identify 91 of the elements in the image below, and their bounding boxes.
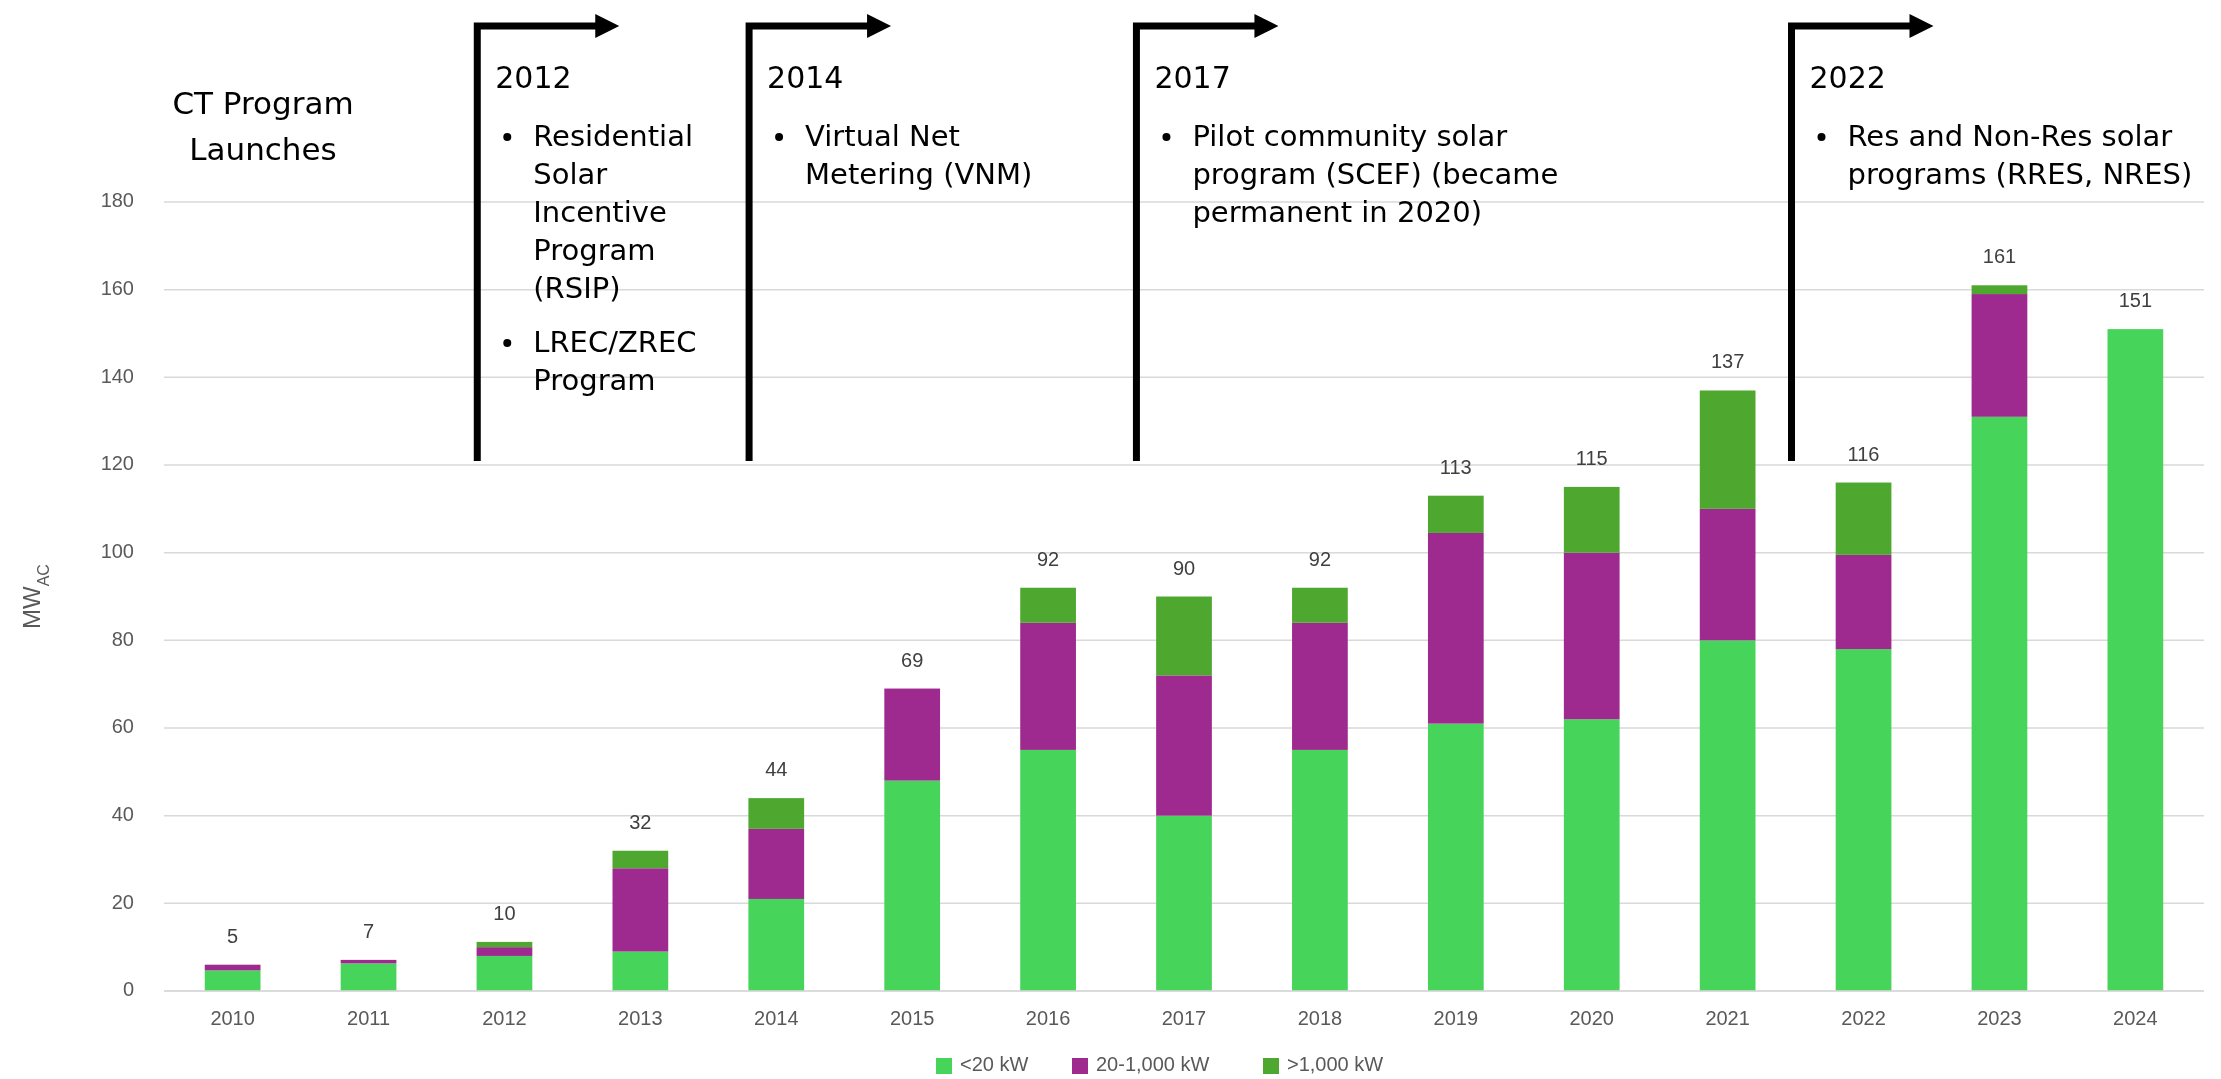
text: 2022: [1809, 60, 1886, 95]
bar: [1699, 390, 1756, 509]
bar: [1563, 552, 1620, 720]
x-tick-label: 2012: [482, 1007, 527, 1029]
bar: [1835, 649, 1892, 991]
bar: [1971, 285, 2028, 295]
y-tick-label: 40: [111, 802, 134, 825]
text: Res and Non-Res solar programs (RRES, NRES): [1847, 119, 2193, 191]
bar: [884, 688, 941, 781]
bar: [1156, 815, 1212, 991]
x-tick-label: 2019: [1433, 1007, 1479, 1029]
legend-label: >1,000 kW: [1287, 1053, 1384, 1076]
total-label: 7: [362, 919, 375, 942]
bar: [340, 963, 397, 991]
x-tick-label: 2014: [754, 1007, 799, 1029]
total-label: 116: [1847, 442, 1880, 465]
bar: [2107, 329, 2164, 991]
x-tick-label: 2013: [618, 1007, 663, 1029]
bar: [1020, 749, 1076, 991]
text: 2012: [495, 60, 572, 95]
bar: [1020, 587, 1076, 623]
bar: [204, 970, 261, 991]
total-label: 44: [765, 758, 788, 781]
bar: [1699, 640, 1756, 991]
x-tick-label: 2018: [1297, 1007, 1343, 1029]
y-tick-label: 0: [122, 978, 134, 1001]
text: Virtual Net Metering (VNM): [805, 119, 1033, 191]
legend-label: 20-1,000 kW: [1096, 1053, 1210, 1076]
total-label: 161: [1982, 245, 2017, 268]
total-label: 151: [2118, 289, 2153, 312]
total-label: 115: [1575, 446, 1608, 469]
text: 2017: [1154, 60, 1231, 95]
bar: [1156, 596, 1212, 676]
bar: [1427, 532, 1484, 724]
y-tick-label: 160: [100, 276, 134, 299]
annotation: Pilot community solar program (SCEF) (became permanent in 2020): [1192, 119, 1559, 229]
x-tick-label: 2011: [347, 1007, 391, 1029]
total-label: 32: [629, 810, 652, 833]
y-tick-label: 60: [111, 715, 134, 738]
bar: [1563, 719, 1620, 991]
bar: [476, 947, 533, 956]
bar: [1292, 749, 1348, 991]
total-label: 137: [1710, 350, 1745, 373]
bar: [1835, 554, 1892, 650]
text: CT Program Launches: [172, 85, 354, 167]
y-tick-label: 20: [111, 890, 134, 913]
bar: [1156, 675, 1212, 816]
x-tick-label: 2023: [1977, 1007, 2022, 1029]
bar: [1292, 587, 1348, 623]
total-label: 92: [1036, 547, 1060, 570]
x-tick-label: 2010: [210, 1007, 255, 1029]
legend-label: <20 kW: [960, 1053, 1029, 1076]
bar: [1292, 622, 1348, 750]
total-label: 5: [227, 924, 239, 947]
bar: [748, 898, 805, 991]
bar: [612, 850, 669, 869]
x-tick-label: 2022: [1841, 1007, 1886, 1029]
bar: [1427, 723, 1484, 991]
x-tick-label: 2015: [889, 1007, 935, 1029]
bar: [612, 951, 669, 991]
x-tick-label: 2016: [1025, 1007, 1071, 1029]
bar: [612, 868, 669, 952]
x-tick-label: 2020: [1569, 1007, 1614, 1029]
x-tick-label: 2024: [2113, 1007, 2158, 1029]
y-tick-label: 180: [100, 189, 134, 212]
x-tick-label: 2021: [1705, 1007, 1750, 1029]
total-label: 92: [1308, 547, 1332, 570]
total-label: 10: [493, 901, 516, 924]
annotation: Residential Solar Incentive Program (RSIP): [533, 119, 694, 305]
text: 2014: [767, 60, 844, 95]
bar: [748, 828, 805, 899]
bar: [1971, 294, 2028, 417]
bar: [476, 955, 533, 991]
total-label: 113: [1439, 455, 1472, 478]
bar: [476, 941, 533, 948]
y-tick-label: 140: [100, 364, 134, 387]
bar: [1699, 508, 1756, 641]
bar: [1563, 486, 1620, 553]
y-tick-label: 120: [100, 452, 134, 475]
bar: [884, 780, 941, 991]
y-tick-label: 100: [100, 539, 134, 562]
x-tick-label: 2017: [1161, 1007, 1207, 1029]
bar: [1020, 622, 1076, 750]
total-label: 69: [901, 648, 924, 671]
total-label: 90: [1172, 556, 1196, 579]
bar: [748, 798, 805, 829]
annotation: LREC/ZREC Program: [533, 325, 697, 397]
bar: [1427, 495, 1484, 533]
bar: [1835, 482, 1892, 555]
y-tick-label: 80: [111, 627, 134, 650]
bar: [1971, 416, 2028, 991]
